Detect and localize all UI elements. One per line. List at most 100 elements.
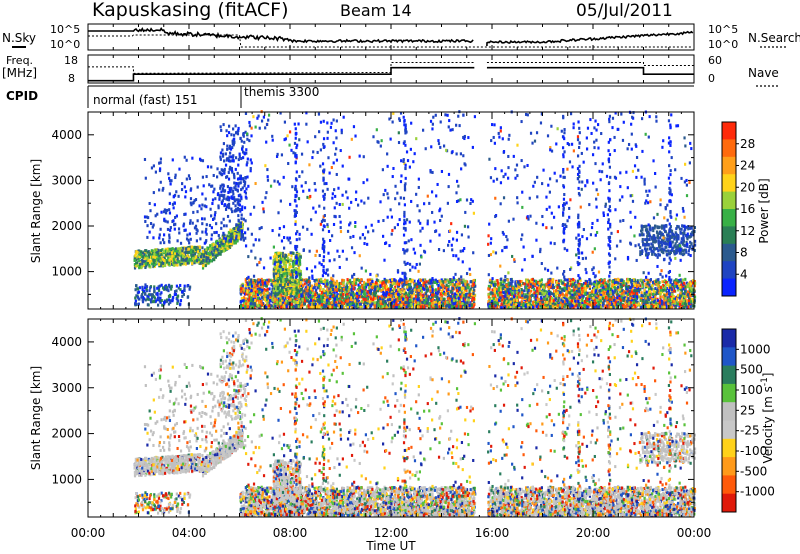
data-cell: [205, 228, 207, 231]
data-cell: [153, 191, 155, 194]
data-cell: [170, 182, 172, 185]
data-cell: [302, 279, 304, 282]
data-cell: [220, 185, 222, 188]
data-cell: [153, 287, 155, 290]
data-cell: [204, 204, 206, 207]
data-cell: [188, 241, 190, 244]
data-cell: [237, 228, 239, 231]
data-cell: [144, 220, 146, 223]
data-cell: [438, 279, 440, 282]
data-cell: [231, 167, 233, 170]
data-cell: [227, 215, 229, 218]
data-cell: [223, 224, 225, 227]
data-cell: [149, 209, 151, 212]
data-cell: [211, 185, 213, 188]
data-cell: [156, 258, 158, 261]
data-cell: [160, 211, 162, 214]
data-cell: [239, 153, 241, 156]
data-cell: [270, 279, 272, 282]
data-cell: [588, 278, 590, 281]
data-cell: [157, 252, 159, 255]
data-cell: [171, 247, 173, 250]
data-cell: [185, 190, 187, 193]
data-cell: [190, 187, 192, 190]
data-cell: [179, 249, 181, 252]
data-cell: [541, 278, 543, 281]
data-cell: [142, 300, 144, 303]
data-cell: [176, 250, 178, 253]
data-cell: [242, 177, 244, 180]
data-cell: [136, 251, 138, 254]
data-cell: [169, 192, 171, 195]
freq-tick-top: 18: [64, 54, 78, 67]
data-cell: [196, 259, 198, 262]
data-cell: [168, 234, 170, 237]
data-cell: [320, 286, 322, 289]
data-cell: [213, 174, 215, 177]
data-cell: [241, 148, 243, 151]
data-cell: [192, 202, 194, 205]
nave-label: Nave: [748, 66, 779, 80]
data-cell: [189, 286, 191, 289]
data-cell: [222, 189, 224, 192]
data-cell: [225, 237, 227, 240]
data-cell: [157, 293, 159, 296]
data-cell: [174, 228, 176, 231]
data-cell: [153, 290, 155, 293]
nsky-panel: N.Sky 10^5 10^0 10^5 10^0 N.Search: [2, 23, 800, 51]
data-cell: [134, 288, 136, 291]
data-cell: [243, 218, 245, 221]
data-cell: [184, 195, 186, 198]
data-cell: [239, 175, 241, 178]
freq-tick-bottom: 8: [68, 72, 75, 85]
data-cell: [521, 294, 523, 297]
data-cell: [223, 159, 225, 162]
data-cell: [205, 197, 207, 200]
beam-label: Beam 14: [340, 1, 412, 20]
data-cell: [589, 282, 591, 285]
data-cell: [144, 266, 146, 269]
data-cell: [169, 212, 171, 215]
data-cell: [189, 222, 191, 225]
data-cell: [244, 181, 246, 184]
data-cell: [640, 291, 642, 294]
data-cell: [215, 222, 217, 225]
data-cell: [326, 279, 328, 282]
data-cell: [219, 171, 221, 174]
data-cell: [213, 188, 215, 191]
data-cell: [158, 162, 160, 165]
data-cell: [228, 245, 230, 248]
data-cell: [196, 210, 198, 213]
data-cell: [137, 296, 139, 299]
data-cell: [163, 259, 165, 262]
data-cell: [163, 241, 165, 244]
data-cell: [241, 214, 243, 217]
data-cell: [167, 220, 169, 223]
data-cell: [239, 155, 241, 158]
data-cell: [202, 176, 204, 179]
nsearch-tick-bottom: 10^0: [708, 38, 738, 51]
data-cell: [181, 188, 183, 191]
data-cell: [200, 207, 202, 210]
data-cell: [165, 254, 167, 257]
data-cell: [159, 233, 161, 236]
data-cell: [220, 227, 222, 230]
data-cell: [213, 231, 215, 234]
data-cell: [170, 226, 172, 229]
data-cell: [168, 263, 170, 266]
data-cell: [391, 278, 393, 281]
data-cell: [326, 288, 328, 291]
data-cell: [166, 261, 168, 264]
data-cell: [141, 262, 143, 265]
data-cell: [147, 298, 149, 301]
data-cell: [178, 168, 180, 171]
data-cell: [135, 284, 137, 287]
data-cell: [181, 249, 183, 252]
data-cell: [189, 232, 191, 235]
data-cell: [211, 202, 213, 205]
data-cell: [155, 171, 157, 174]
data-cell: [236, 198, 238, 201]
nave-tick-bottom: 0: [708, 72, 715, 85]
data-cell: [668, 292, 670, 295]
